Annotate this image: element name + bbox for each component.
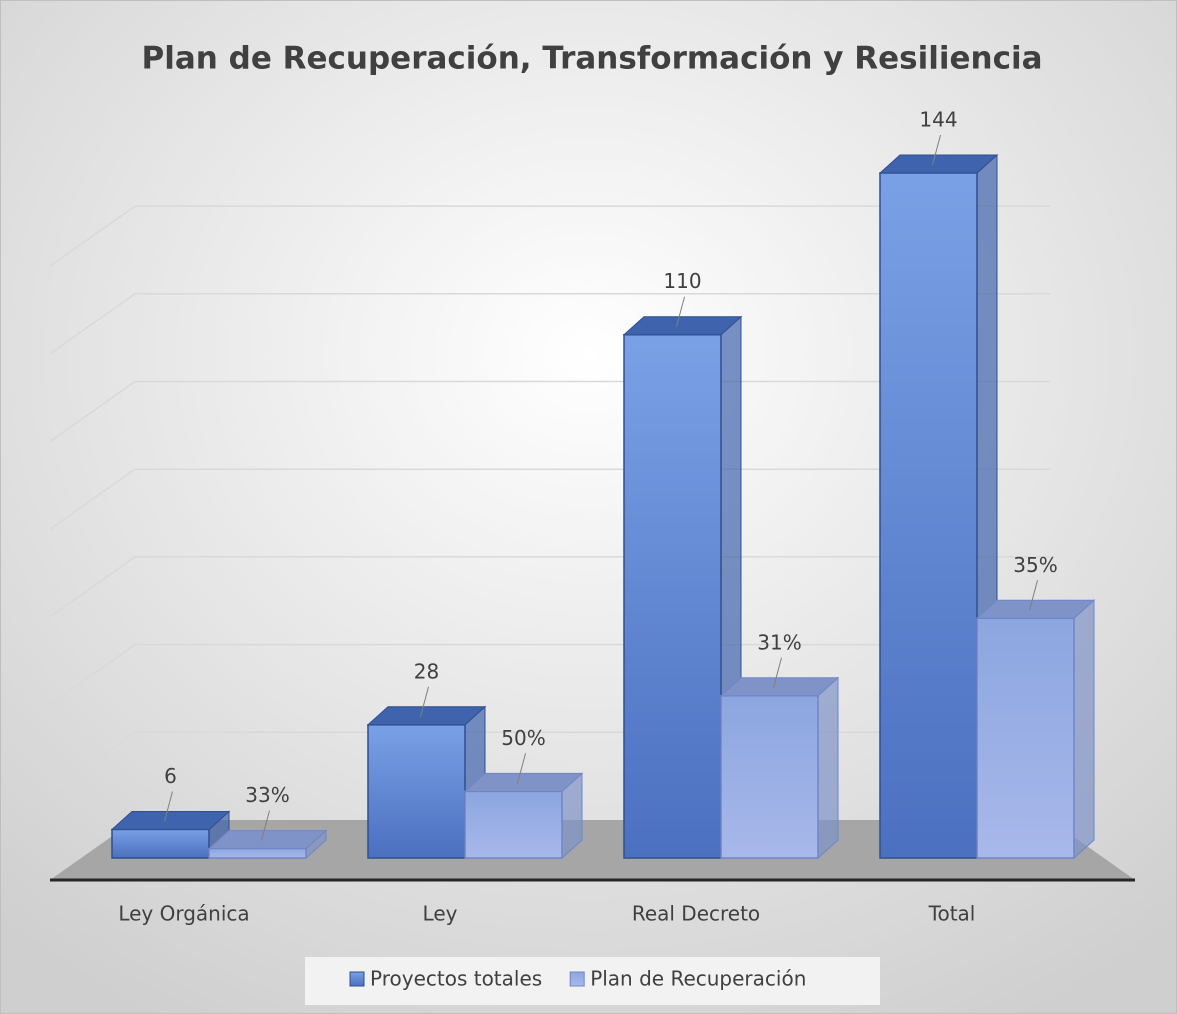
- bar: [367, 724, 466, 859]
- x-tick-label: Ley Orgánica: [118, 902, 249, 926]
- bar-top: [878, 154, 999, 174]
- bar-top: [719, 677, 840, 697]
- bar-side: [1073, 599, 1095, 860]
- data-label: 50%: [501, 726, 545, 750]
- bar: [976, 617, 1075, 859]
- legend-label: Plan de Recuperación: [590, 967, 806, 991]
- bar-top: [110, 810, 231, 830]
- legend-swatch: [569, 971, 585, 987]
- legend-box: [305, 957, 880, 1005]
- bar-top: [207, 830, 328, 850]
- leader-line: [164, 791, 173, 822]
- bar: [464, 790, 563, 859]
- bar: [111, 828, 210, 859]
- leader-line: [676, 296, 685, 327]
- leader-line: [420, 686, 429, 717]
- grid-line-side: [49, 643, 136, 706]
- data-label: 144: [919, 108, 957, 132]
- grid-line-side: [49, 205, 136, 267]
- bar-top: [622, 316, 743, 336]
- bar-top: [366, 706, 487, 726]
- data-label: 28: [414, 659, 439, 683]
- bar-top: [975, 599, 1096, 619]
- bar: [623, 333, 722, 859]
- data-label: 33%: [245, 783, 289, 807]
- bar: [720, 695, 819, 859]
- data-label: 31%: [757, 630, 801, 654]
- x-tick-label: Total: [928, 902, 976, 926]
- leader-line: [932, 134, 941, 166]
- bar-side: [817, 676, 839, 860]
- x-tick-label: Real Decreto: [632, 902, 760, 926]
- grid-line-side: [49, 731, 136, 793]
- bar-top: [463, 772, 584, 792]
- bar: [879, 172, 978, 859]
- legend-swatch: [349, 971, 365, 987]
- data-label: 110: [663, 269, 701, 293]
- data-label: 6: [164, 764, 177, 788]
- leader-line: [773, 657, 782, 688]
- leader-line: [517, 753, 526, 784]
- grid-line-side: [49, 293, 136, 355]
- grid-line-side: [49, 468, 136, 530]
- leader-line: [261, 810, 270, 841]
- leader-line: [1029, 580, 1038, 611]
- legend-label: Proyectos totales: [370, 967, 542, 991]
- grid-line-side: [49, 556, 136, 618]
- grid-line-side: [49, 380, 136, 443]
- bar: [208, 847, 307, 859]
- chart-title: Plan de Recuperación, Transformación y R…: [142, 41, 1043, 77]
- x-tick-label: Ley: [423, 902, 458, 926]
- data-label: 35%: [1013, 553, 1057, 577]
